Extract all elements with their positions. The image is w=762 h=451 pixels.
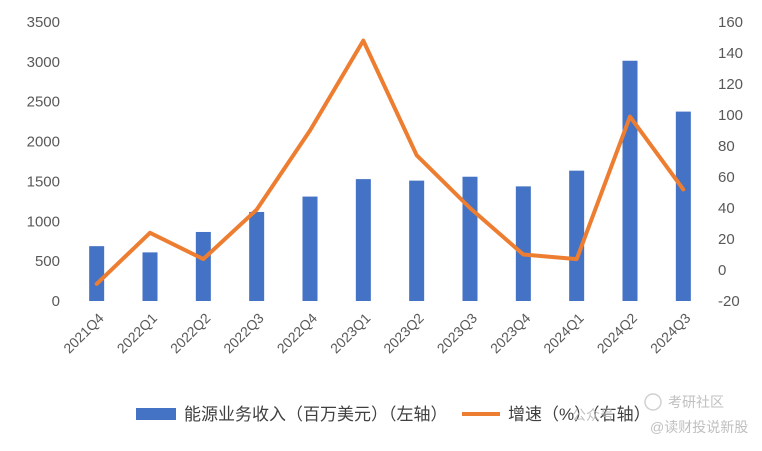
bar-2024Q1 — [569, 170, 585, 301]
left-tick-label: 1000 — [27, 213, 60, 230]
left-tick-label: 2000 — [27, 134, 60, 151]
category-label: 2022Q1 — [114, 310, 161, 357]
growth-point-2022Q2 — [202, 258, 204, 260]
category-label: 2024Q2 — [594, 310, 641, 357]
growth-point-2021Q4 — [96, 283, 98, 285]
legend: 能源业务收入（百万美元）（左轴） 增速（%）（右轴） — [136, 405, 651, 424]
category-label: 2023Q2 — [380, 310, 427, 357]
right-tick-label: 160 — [718, 14, 743, 31]
growth-point-2024Q1 — [576, 258, 578, 260]
bar-2022Q2 — [195, 231, 211, 301]
category-label: 2022Q2 — [167, 310, 214, 357]
bar-2023Q3 — [462, 176, 478, 301]
line-series — [94, 38, 686, 286]
category-label: 2024Q3 — [647, 310, 694, 357]
left-tick-label: 1500 — [27, 173, 60, 190]
watermark-line2: @读财投说新股 — [650, 419, 748, 435]
growth-line — [94, 38, 686, 286]
right-tick-label: 100 — [718, 107, 743, 124]
right-tick-label: 140 — [718, 45, 743, 62]
right-tick-label: 20 — [718, 231, 735, 248]
growth-point-2022Q1 — [149, 232, 151, 234]
right-axis: -20 0 20 40 60 80 100 120 140 160 — [718, 14, 743, 310]
growth-point-2023Q3 — [469, 207, 471, 209]
right-tick-label: 0 — [718, 262, 726, 279]
bar-2022Q4 — [302, 196, 318, 301]
right-tick-label: -20 — [718, 293, 740, 310]
right-tick-label: 80 — [718, 138, 735, 155]
right-tick-label: 40 — [718, 200, 735, 217]
growth-point-2024Q2 — [629, 116, 631, 118]
left-tick-label: 3500 — [27, 14, 60, 31]
growth-point-2022Q3 — [256, 209, 258, 211]
category-label: 2024Q1 — [540, 310, 587, 357]
left-tick-label: 500 — [35, 253, 60, 270]
growth-point-2023Q4 — [522, 254, 524, 255]
growth-point-2024Q3 — [682, 188, 684, 190]
left-tick-label: 3000 — [27, 54, 60, 71]
watermark-line1: 考研社区 — [668, 394, 724, 410]
bar-2024Q3 — [675, 111, 691, 302]
category-label: 2022Q4 — [274, 310, 321, 357]
bar-2024Q2 — [622, 60, 638, 301]
category-label: 2021Q4 — [60, 310, 107, 357]
bar-2023Q1 — [355, 179, 371, 301]
legend-label-line: 增速（%）（右轴） — [508, 405, 651, 424]
bar-2021Q4 — [89, 246, 105, 301]
legend-label-bar: 能源业务收入（百万美元）（左轴） — [184, 405, 448, 424]
growth-point-2023Q1 — [362, 40, 364, 42]
category-label: 2023Q3 — [434, 310, 481, 357]
bar-2022Q3 — [249, 211, 265, 301]
right-tick-label: 120 — [718, 76, 743, 93]
left-tick-label: 2500 — [27, 94, 60, 111]
watermark-logo-icon — [644, 393, 662, 411]
growth-point-2022Q4 — [309, 130, 311, 131]
category-label: 2023Q1 — [327, 310, 374, 357]
left-axis: 0 500 1000 1500 2000 2500 3000 3500 — [27, 14, 60, 310]
left-tick-label: 0 — [52, 293, 60, 310]
bar-2023Q2 — [409, 180, 425, 301]
watermark: 考研社区 @读财投说新股 公众号 — [572, 393, 748, 435]
bar-2023Q4 — [515, 186, 531, 301]
category-label: 2022Q3 — [220, 310, 267, 357]
category-label: 2023Q4 — [487, 310, 534, 357]
watermark-overlay: 公众号 — [572, 407, 614, 423]
growth-point-2023Q2 — [416, 154, 418, 156]
category-labels: 2021Q4 2022Q1 2022Q2 2022Q3 2022Q4 2023Q1 2023… — [60, 310, 693, 357]
bar-2022Q1 — [142, 252, 158, 301]
right-tick-label: 60 — [718, 169, 735, 186]
legend-swatch-bar — [136, 408, 176, 420]
